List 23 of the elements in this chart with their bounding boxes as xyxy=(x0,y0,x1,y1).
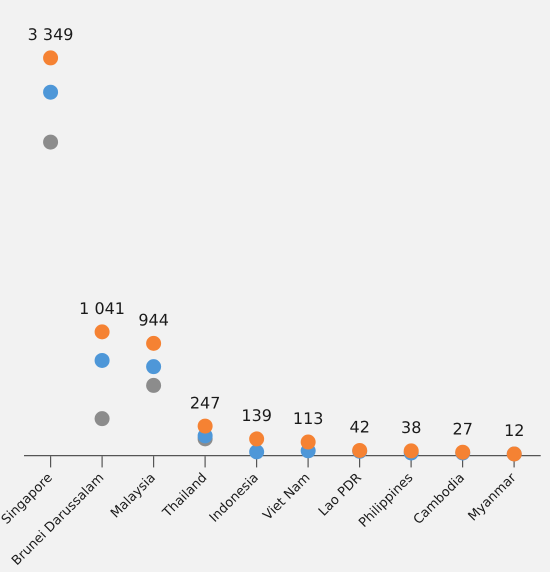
data-label: 139 xyxy=(241,406,272,426)
data-label: 3 349 xyxy=(28,25,74,44)
point xyxy=(146,359,162,374)
data-label: 27 xyxy=(452,419,473,438)
point xyxy=(94,324,110,340)
point xyxy=(249,431,264,446)
data-label: 12 xyxy=(504,421,524,440)
point xyxy=(94,411,110,426)
data-label: 1 041 xyxy=(79,299,125,318)
point xyxy=(300,434,316,450)
point xyxy=(94,352,110,368)
data-label: 944 xyxy=(138,310,169,330)
data-label: 42 xyxy=(350,418,370,437)
data-label: 113 xyxy=(292,409,324,428)
point xyxy=(43,134,58,150)
data-label: 247 xyxy=(190,393,220,412)
point xyxy=(146,336,162,351)
point xyxy=(43,84,58,100)
point xyxy=(249,444,264,460)
point xyxy=(146,378,162,393)
point xyxy=(43,50,58,66)
data-label: 38 xyxy=(401,418,422,438)
point xyxy=(198,418,213,434)
